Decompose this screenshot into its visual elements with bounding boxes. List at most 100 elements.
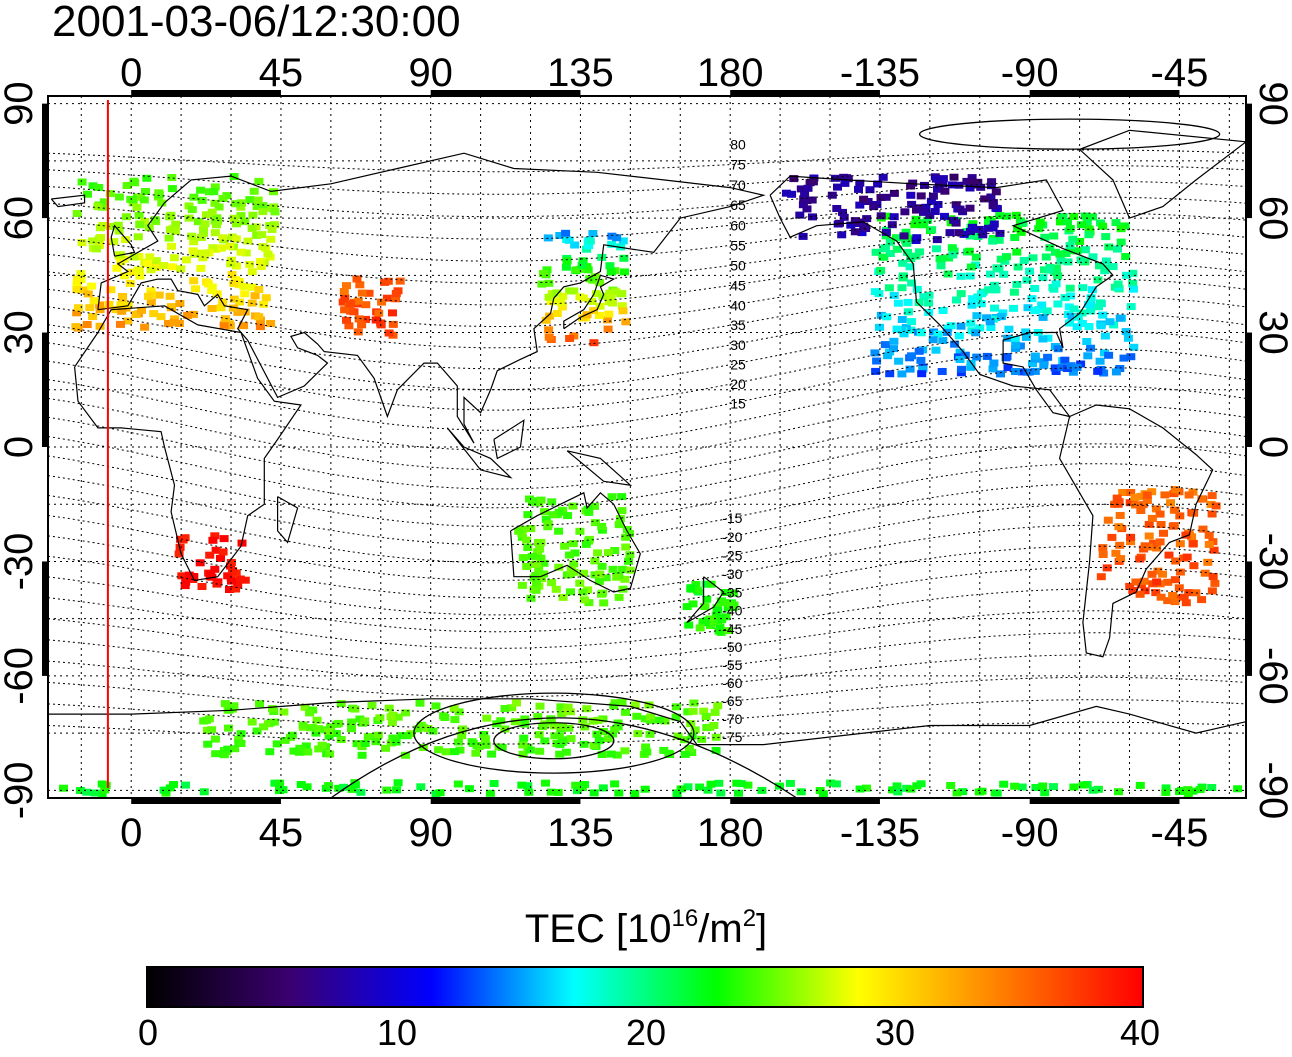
tec-cell xyxy=(554,508,564,516)
tec-cell xyxy=(947,244,957,252)
magnetic-contour xyxy=(47,245,1247,306)
tec-cell xyxy=(859,195,869,203)
magnetic-contour xyxy=(47,423,1247,509)
tec-cell xyxy=(1126,538,1136,546)
tec-cell xyxy=(952,296,961,304)
tec-cell xyxy=(975,324,985,332)
tec-cell xyxy=(239,322,249,330)
tec-cell xyxy=(568,502,578,510)
tec-cell xyxy=(123,317,133,325)
tec-cell xyxy=(1096,573,1106,581)
tec-cell xyxy=(683,708,693,716)
tec-cell xyxy=(1135,781,1145,789)
tec-cell xyxy=(923,216,933,224)
tec-cell xyxy=(1207,492,1217,500)
tec-cell xyxy=(544,293,554,301)
tec-cell xyxy=(416,783,426,791)
tec-cell xyxy=(201,211,211,219)
tec-cell xyxy=(908,179,918,187)
tec-cell xyxy=(1147,570,1157,578)
tec-cell xyxy=(544,279,554,287)
tec-cell xyxy=(197,249,207,257)
tec-cell xyxy=(360,740,370,747)
tec-cell xyxy=(534,539,543,546)
tec-cell xyxy=(245,260,255,268)
tec-cell xyxy=(189,193,199,201)
lon-tick-top: -135 xyxy=(840,51,920,95)
tec-cell xyxy=(146,298,156,306)
tec-cell xyxy=(1169,522,1179,530)
tec-cell xyxy=(174,550,184,558)
lat-tick-right: 0 xyxy=(1251,436,1292,458)
tec-cell xyxy=(207,726,217,734)
tec-cell xyxy=(1121,253,1131,260)
lon-tick-bottom: 135 xyxy=(547,811,614,855)
tec-cell xyxy=(393,713,403,721)
tec-cell xyxy=(880,341,890,349)
tec-cell xyxy=(87,282,97,290)
tec-cell xyxy=(280,736,290,744)
tec-cell xyxy=(344,322,354,330)
tec-cell xyxy=(342,316,351,324)
tec-cell xyxy=(1065,242,1075,249)
tec-cell xyxy=(871,367,881,375)
tec-cell xyxy=(1111,549,1121,557)
tec-cell xyxy=(371,738,381,746)
tec-cell xyxy=(1055,250,1065,258)
tec-cell xyxy=(978,231,988,239)
tec-cell xyxy=(1197,596,1207,604)
tec-cell xyxy=(435,789,445,797)
tec-cell xyxy=(967,301,977,309)
coastlines xyxy=(48,129,1248,746)
tec-cell xyxy=(795,211,805,219)
tec-cell xyxy=(1013,263,1023,271)
tec-cell xyxy=(840,179,850,187)
tec-cell xyxy=(646,713,656,721)
tec-cell xyxy=(854,185,863,193)
tec-cell xyxy=(715,623,725,631)
tec-cell xyxy=(105,222,115,230)
tec-cell xyxy=(137,306,146,314)
tec-cell xyxy=(220,315,230,323)
tec-cell xyxy=(263,720,273,728)
tec-cell xyxy=(1163,597,1173,605)
tec-cell xyxy=(1084,323,1094,330)
tec-cell xyxy=(1115,541,1125,549)
tec-cell xyxy=(1184,491,1194,499)
tec-cell xyxy=(580,723,590,731)
tec-cell xyxy=(174,320,184,327)
frame-segment xyxy=(42,561,48,676)
tec-cell xyxy=(1206,500,1216,508)
tec-cell xyxy=(527,552,537,560)
tec-cell xyxy=(884,284,894,292)
tec-cell xyxy=(595,302,605,310)
tec-cell xyxy=(1188,787,1198,795)
tec-cell xyxy=(579,596,589,604)
tec-cell xyxy=(585,237,595,245)
tec-cell xyxy=(247,718,257,726)
tec-cell xyxy=(301,742,311,750)
tec-cell xyxy=(889,337,899,345)
frame-segment xyxy=(730,90,880,96)
tec-cell xyxy=(392,786,402,794)
tec-cell xyxy=(888,786,898,794)
tec-cell xyxy=(630,701,640,709)
tec-cell xyxy=(1161,788,1171,796)
contour-label: 70 xyxy=(730,177,746,193)
contour-label: -25 xyxy=(722,547,742,563)
tec-cell xyxy=(1084,231,1094,239)
magnetic-contour xyxy=(47,463,1247,546)
tec-cell xyxy=(1209,546,1219,554)
tec-cell xyxy=(161,786,171,794)
tec-cell xyxy=(728,589,738,597)
tec-cell xyxy=(439,712,449,720)
tec-cell xyxy=(1179,593,1189,601)
tec-cell xyxy=(876,194,886,201)
tec-cell xyxy=(317,741,327,749)
tec-cell xyxy=(734,789,743,797)
tec-cell xyxy=(1136,507,1146,514)
tec-cell xyxy=(196,264,206,272)
tec-cell xyxy=(903,298,913,306)
tec-region-antarctica-ring xyxy=(199,699,723,759)
tec-cell xyxy=(226,256,236,264)
